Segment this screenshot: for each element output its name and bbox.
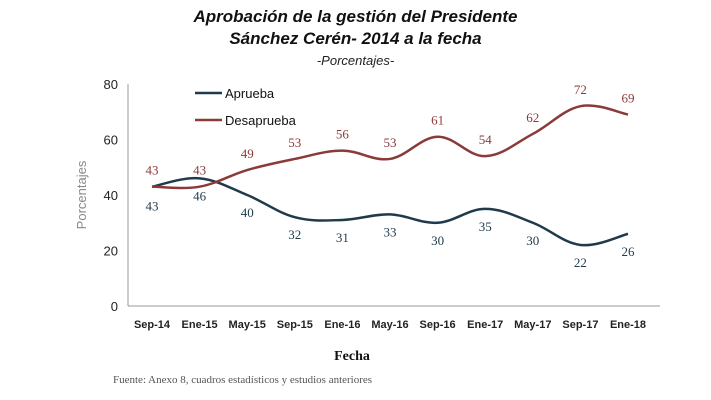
legend-label: Desaprueba bbox=[225, 113, 297, 128]
data-label: 22 bbox=[574, 255, 587, 270]
data-label: 56 bbox=[336, 127, 350, 142]
chart-title-line1: Aprobación de la gestión del Presidente bbox=[193, 7, 518, 26]
data-label: 26 bbox=[622, 244, 636, 259]
x-tick-label: Ene-16 bbox=[324, 319, 360, 331]
source-note: Fuente: Anexo 8, cuadros estadísticos y … bbox=[113, 374, 373, 386]
series-line-desaprueba bbox=[151, 104, 629, 190]
data-label: 30 bbox=[526, 233, 539, 248]
data-label: 32 bbox=[288, 227, 301, 242]
data-label: 72 bbox=[574, 82, 587, 97]
data-label: 61 bbox=[431, 113, 444, 128]
chart-title-line2: Sánchez Cerén- 2014 a la fecha bbox=[229, 29, 482, 48]
data-label: 33 bbox=[384, 224, 397, 239]
y-tick-label: 60 bbox=[104, 133, 118, 148]
x-axis-title: Fecha bbox=[334, 349, 370, 364]
data-label: 49 bbox=[241, 146, 254, 161]
chart-subtitle: -Porcentajes- bbox=[316, 53, 395, 68]
x-tick-label: May-16 bbox=[371, 319, 408, 331]
x-tick-label: Sep-15 bbox=[277, 319, 313, 331]
y-tick-label: 80 bbox=[104, 77, 118, 92]
legend-label: Aprueba bbox=[225, 86, 275, 101]
x-tick-label: Ene-17 bbox=[467, 319, 503, 331]
x-tick-label: Sep-14 bbox=[134, 319, 171, 331]
y-tick-label: 20 bbox=[104, 244, 118, 259]
x-tick-label: May-15 bbox=[229, 319, 266, 331]
series-line-aprueba bbox=[151, 176, 629, 247]
x-tick-label: Sep-16 bbox=[420, 319, 456, 331]
data-label: 43 bbox=[146, 163, 159, 178]
y-tick-label: 0 bbox=[111, 299, 118, 314]
x-tick-label: Sep-17 bbox=[562, 319, 598, 331]
data-label: 53 bbox=[288, 135, 301, 150]
y-tick-label: 40 bbox=[104, 188, 118, 203]
data-label: 31 bbox=[336, 230, 349, 245]
data-label: 53 bbox=[384, 135, 397, 150]
data-label: 43 bbox=[193, 163, 206, 178]
x-tick-label: Ene-18 bbox=[610, 319, 646, 331]
data-label: 35 bbox=[479, 219, 492, 234]
data-label: 46 bbox=[193, 188, 207, 203]
data-label: 40 bbox=[241, 205, 254, 220]
data-label: 30 bbox=[431, 233, 444, 248]
data-label: 62 bbox=[526, 110, 539, 125]
y-axis-title: Porcentajes bbox=[74, 160, 89, 229]
data-label: 54 bbox=[479, 132, 493, 147]
data-label: 43 bbox=[146, 199, 159, 214]
x-tick-label: May-17 bbox=[514, 319, 551, 331]
x-tick-label: Ene-15 bbox=[182, 319, 218, 331]
data-label: 69 bbox=[622, 91, 635, 106]
